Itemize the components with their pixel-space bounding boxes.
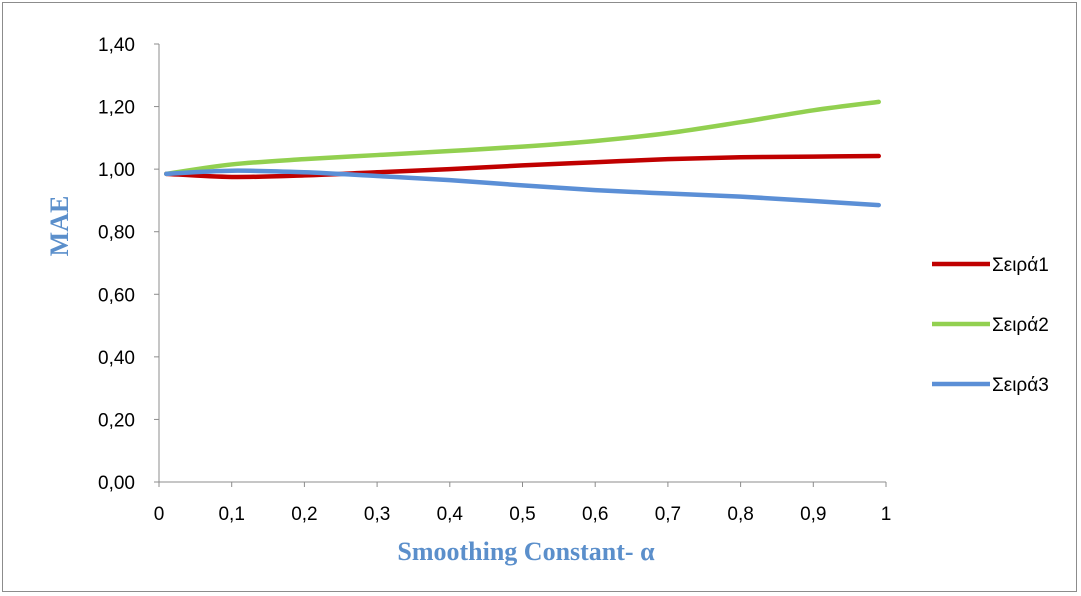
x-tick-label: 1 — [881, 504, 892, 525]
legend-label-1: Σειρά1 — [992, 255, 1049, 276]
y-axis-title: MAE — [45, 196, 74, 257]
x-tick-label: 0 — [154, 504, 165, 525]
x-tick-label: 0,9 — [800, 504, 826, 525]
series-line-1 — [164, 153, 881, 180]
y-tick-label: 0,80 — [98, 223, 135, 244]
series-line-2 — [164, 99, 881, 177]
x-tick-label: 0,2 — [291, 504, 317, 525]
y-tick-label: 1,40 — [98, 35, 135, 56]
y-tick-label: 0,20 — [98, 410, 135, 431]
x-tick-label: 0,3 — [364, 504, 390, 525]
series-line-3 — [164, 168, 881, 208]
x-tick-label: 0,8 — [727, 504, 753, 525]
y-tick-labels: 0,00 0,20 0,40 0,60 0,80 1,00 1,20 1,40 — [98, 35, 159, 494]
y-tick-label: 0,00 — [98, 473, 135, 494]
x-tick-labels: 0 0,1 0,2 0,3 0,4 0,5 0,6 0,7 0,8 0,9 1 — [154, 482, 892, 525]
x-tick-label: 0,7 — [655, 504, 681, 525]
y-tick-label: 0,40 — [98, 348, 135, 369]
x-tick-label: 0,6 — [582, 504, 608, 525]
legend-label-2: Σειρά2 — [992, 315, 1049, 336]
series-lines — [164, 99, 881, 208]
y-tick-label: 1,20 — [98, 98, 135, 119]
chart-axes — [158, 44, 886, 483]
x-tick-label: 0,5 — [509, 504, 535, 525]
legend: Σειρά1 Σειρά2 Σειρά3 — [932, 255, 1049, 396]
x-axis-title: Smoothing Constant- α — [397, 537, 655, 566]
x-tick-label: 0,4 — [437, 504, 464, 525]
x-tick-label: 0,1 — [218, 504, 244, 525]
y-tick-label: 1,00 — [98, 160, 135, 181]
legend-label-3: Σειρά3 — [992, 375, 1049, 396]
y-tick-label: 0,60 — [98, 285, 135, 306]
